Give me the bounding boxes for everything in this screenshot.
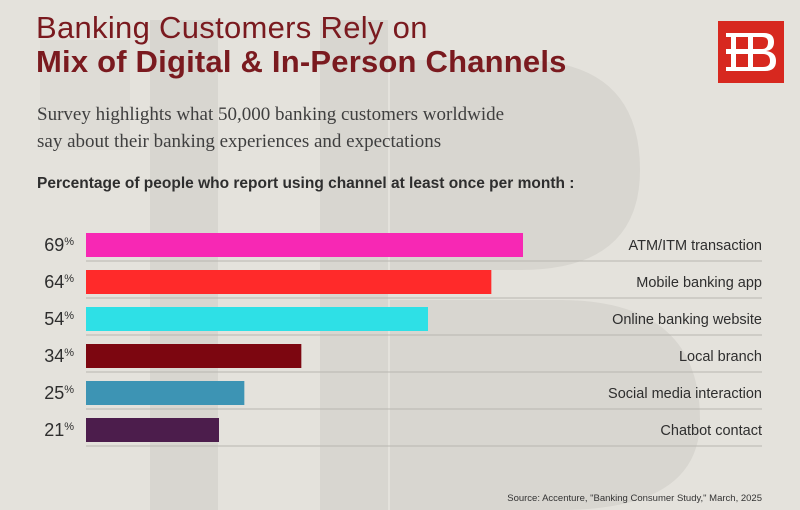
category-label: ATM/ITM transaction	[629, 238, 762, 254]
subtitle-line-2: say about their banking experiences and …	[37, 131, 442, 152]
subtitle-line-1: Survey highlights what 50,000 banking cu…	[37, 104, 505, 125]
source-note: Source: Accenture, "Banking Consumer Stu…	[507, 493, 762, 504]
category-label: Local branch	[679, 349, 762, 365]
category-label: Social media interaction	[608, 386, 762, 402]
bar-online-banking-website	[86, 307, 428, 331]
value-label: 21%	[44, 420, 74, 440]
value-label: 69%	[44, 235, 74, 255]
bar-atm-itm-transaction	[86, 233, 523, 257]
page-title-line-1: Banking Customers Rely on	[36, 10, 428, 45]
subtitle: Survey highlights what 50,000 banking cu…	[37, 101, 637, 155]
value-label: 64%	[44, 272, 74, 292]
page-title-line-2: Mix of Digital & In-Person Channels	[36, 44, 567, 79]
bar-social-media-interaction	[86, 381, 245, 405]
chart-heading: Percentage of people who report using ch…	[37, 175, 575, 192]
bar-local-branch	[86, 344, 302, 368]
bar-mobile-banking-app	[86, 270, 492, 294]
category-label: Online banking website	[612, 312, 762, 328]
value-label: 25%	[44, 383, 74, 403]
value-label: 54%	[44, 309, 74, 329]
category-label: Chatbot contact	[660, 423, 762, 439]
bar-chatbot-contact	[86, 418, 219, 442]
value-label: 34%	[44, 346, 74, 366]
category-label: Mobile banking app	[636, 275, 762, 291]
bb-monogram-logo	[718, 21, 784, 83]
